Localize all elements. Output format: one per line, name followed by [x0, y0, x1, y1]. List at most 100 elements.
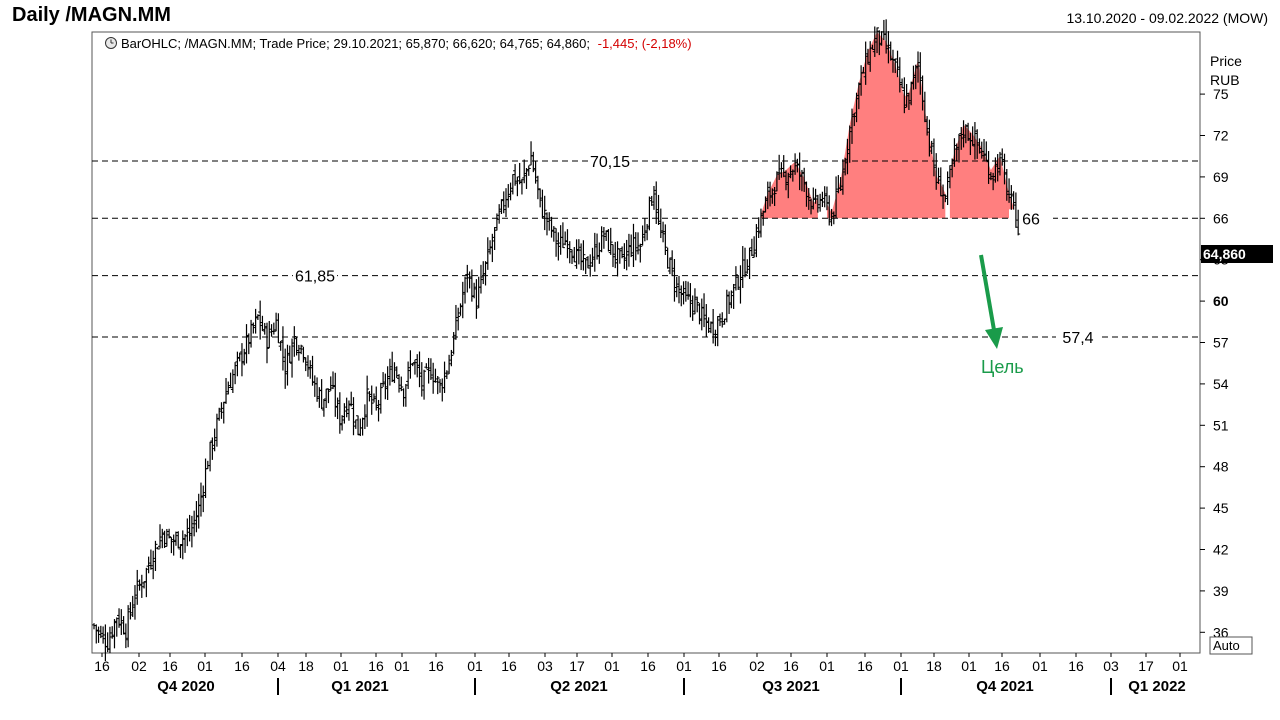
ohlc-bar	[815, 194, 820, 213]
ohlc-bar	[995, 154, 1000, 182]
ohlc-bar	[554, 228, 559, 257]
auto-scale-button[interactable]: Auto	[1209, 636, 1253, 655]
ohlc-bar	[276, 313, 281, 344]
ohlc-bar	[353, 419, 358, 429]
ohlc-bar	[692, 288, 697, 315]
ohlc-bar	[112, 619, 117, 649]
ohlc-bar	[369, 385, 374, 415]
ohlc-bar	[262, 322, 267, 335]
y-tick-label: 75	[1213, 86, 1229, 102]
x-tick-label: 16	[1068, 658, 1084, 674]
ohlc-bar	[185, 518, 190, 547]
ohlc-bar	[727, 291, 732, 314]
ohlc-bar	[146, 556, 151, 574]
ohlc-bar	[576, 239, 581, 265]
ohlc-bar	[911, 65, 916, 90]
ohlc-bar	[410, 362, 415, 367]
ohlc-bar	[972, 122, 977, 160]
ohlc-bar	[1002, 153, 1007, 185]
ohlc-bar	[997, 151, 1002, 176]
ohlc-bar	[861, 67, 866, 74]
y-axis: 3639424548515457606366697275	[1200, 86, 1229, 640]
level-label-bg	[293, 266, 337, 283]
ohlc-bar	[160, 528, 165, 549]
ohlc-bar	[765, 181, 770, 210]
ohlc-bar	[412, 359, 417, 375]
ohlc-bar	[422, 369, 427, 400]
ohlc-bar	[524, 168, 529, 189]
ohlc-bar	[797, 152, 802, 191]
ohlc-bar	[474, 279, 479, 319]
ohlc-bar	[829, 208, 834, 227]
ohlc-bar	[877, 30, 882, 56]
ohlc-bar	[178, 544, 183, 559]
ohlc-bar	[208, 441, 213, 472]
ohlc-bar	[406, 361, 411, 390]
level-label-bg	[1056, 327, 1100, 344]
ohlc-bar	[333, 372, 338, 417]
ohlc-bar	[426, 357, 431, 384]
ohlc-bar	[394, 366, 399, 379]
ohlc-bar	[638, 243, 643, 263]
ohlc-bar	[941, 184, 946, 209]
x-tick-label: 01	[467, 658, 483, 674]
ohlc-bar	[463, 276, 468, 304]
ohlc-bar	[167, 528, 172, 539]
ohlc-bar	[285, 344, 290, 386]
ohlc-bar	[153, 540, 158, 571]
ohlc-bar	[217, 407, 222, 421]
ohlc-bar	[918, 52, 923, 95]
ohlc-bar	[884, 19, 889, 54]
unit-label-currency: RUB	[1210, 72, 1240, 88]
ohlc-bar	[954, 143, 959, 161]
y-tick-label: 39	[1213, 583, 1229, 599]
ohlc-bar	[492, 227, 497, 251]
ohlc-bar	[581, 240, 586, 271]
ohlc-bar	[592, 232, 597, 272]
ohlc-bar	[854, 92, 859, 123]
ohlc-bar	[224, 377, 229, 404]
ohlc-bar	[126, 605, 131, 648]
legend: BarOHLC; /MAGN.MM; Trade Price; 29.10.20…	[105, 36, 692, 51]
ohlc-bar	[963, 124, 968, 144]
last-price-badge: 64,860	[1201, 245, 1273, 263]
ohlc-bar	[258, 300, 263, 340]
ohlc-bar	[610, 244, 615, 268]
ohlc-bar	[916, 51, 921, 83]
ohlc-bar	[654, 181, 659, 224]
x-tick-label: 16	[234, 658, 250, 674]
ohlc-bar	[806, 188, 811, 210]
ohlc-bar	[984, 141, 989, 162]
ohlc-bar	[538, 188, 543, 208]
ohlc-bar	[745, 259, 750, 274]
ohlc-bar	[563, 231, 568, 246]
ohlc-bar	[952, 138, 957, 167]
ohlc-bar	[331, 371, 336, 390]
ohlc-bar	[123, 623, 128, 649]
ohlc-bar	[187, 514, 192, 542]
ohlc-bar	[515, 176, 520, 197]
ohlc-bar	[542, 195, 547, 231]
ohlc-bars	[92, 19, 1021, 662]
ohlc-bar	[599, 226, 604, 253]
ohlc-bar	[128, 602, 133, 620]
ohlc-bar	[708, 321, 713, 334]
ohlc-bar	[114, 617, 119, 637]
ohlc-bar	[296, 344, 301, 361]
ohlc-bar	[752, 236, 757, 258]
ohlc-bar	[688, 283, 693, 318]
ohlc-bar	[886, 31, 891, 64]
ohlc-bar	[736, 275, 741, 290]
ohlc-bar	[624, 239, 629, 271]
y-tick-label: 72	[1213, 128, 1229, 144]
ohlc-bar	[522, 159, 527, 184]
ohlc-bar	[344, 397, 349, 418]
ohlc-bar	[665, 247, 670, 269]
ohlc-bar	[510, 174, 515, 195]
ohlc-bar	[397, 374, 402, 393]
ohlc-bar	[713, 329, 718, 347]
ohlc-bar	[738, 265, 743, 304]
ohlc-bar	[121, 616, 126, 635]
ohlc-bar	[283, 348, 288, 389]
